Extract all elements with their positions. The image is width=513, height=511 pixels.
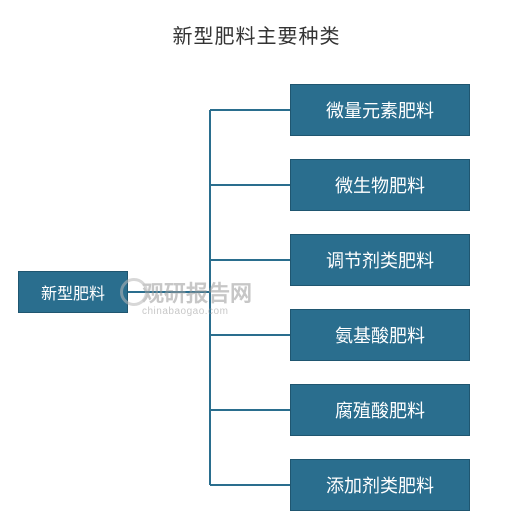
child-label: 腐殖酸肥料 [335, 397, 425, 423]
child-label: 调节剂类肥料 [326, 247, 434, 273]
child-label: 氨基酸肥料 [335, 322, 425, 348]
child-label: 微生物肥料 [335, 172, 425, 198]
root-node: 新型肥料 [18, 271, 128, 313]
tree-diagram: 新型肥料 观研报告网 chinabaogao.com 微量元素肥料微生物肥料调节… [0, 64, 513, 504]
child-node: 腐殖酸肥料 [290, 384, 470, 436]
diagram-title: 新型肥料主要种类 [0, 0, 513, 49]
child-node: 氨基酸肥料 [290, 309, 470, 361]
child-label: 添加剂类肥料 [326, 472, 434, 498]
root-label: 新型肥料 [41, 280, 105, 304]
child-node: 调节剂类肥料 [290, 234, 470, 286]
child-node: 添加剂类肥料 [290, 459, 470, 511]
watermark-sub: chinabaogao.com [142, 306, 252, 317]
watermark-main: 观研报告网 [142, 276, 252, 308]
child-node: 微量元素肥料 [290, 84, 470, 136]
child-node: 微生物肥料 [290, 159, 470, 211]
child-label: 微量元素肥料 [326, 97, 434, 123]
